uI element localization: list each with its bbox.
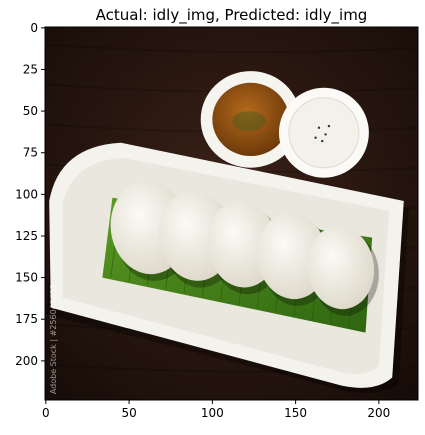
x-tick-label: 150 xyxy=(284,406,307,420)
mustard-seed xyxy=(314,136,317,139)
y-tick-label: 150 xyxy=(15,271,38,285)
y-tick-label: 50 xyxy=(23,104,38,118)
chart-title: Actual: idly_img, Predicted: idly_img xyxy=(95,6,368,24)
x-tick-label: 100 xyxy=(201,406,224,420)
watermark: Adobe Stock | #256041632 xyxy=(49,284,58,394)
sambar-garnish xyxy=(232,111,266,132)
y-tick-label: 100 xyxy=(15,187,38,201)
mustard-seed xyxy=(321,139,324,143)
x-tick-label: 200 xyxy=(367,406,390,420)
y-tick-label: 175 xyxy=(15,312,38,326)
mustard-seed xyxy=(317,126,321,129)
y-tick-label: 25 xyxy=(23,62,38,76)
x-tick-label: 50 xyxy=(121,406,136,420)
mustard-seed xyxy=(324,133,327,136)
mustard-seed xyxy=(327,124,331,128)
y-tick-label: 75 xyxy=(23,146,38,160)
sambar xyxy=(212,82,289,157)
x-tick-label: 0 xyxy=(42,406,50,420)
y-tick-label: 0 xyxy=(30,21,38,35)
axes-frame xyxy=(44,26,419,401)
y-tick-label: 200 xyxy=(15,354,38,368)
x-axis: 0 50 100 150 200 xyxy=(42,400,390,420)
y-tick-label: 125 xyxy=(15,229,38,243)
photo-area: Adobe Stock | #256041632 xyxy=(45,27,418,400)
chutney xyxy=(288,97,360,169)
y-axis: 0 25 50 75 100 125 150 175 200 xyxy=(15,21,45,368)
idly xyxy=(307,226,375,310)
wood-grain xyxy=(45,43,418,54)
